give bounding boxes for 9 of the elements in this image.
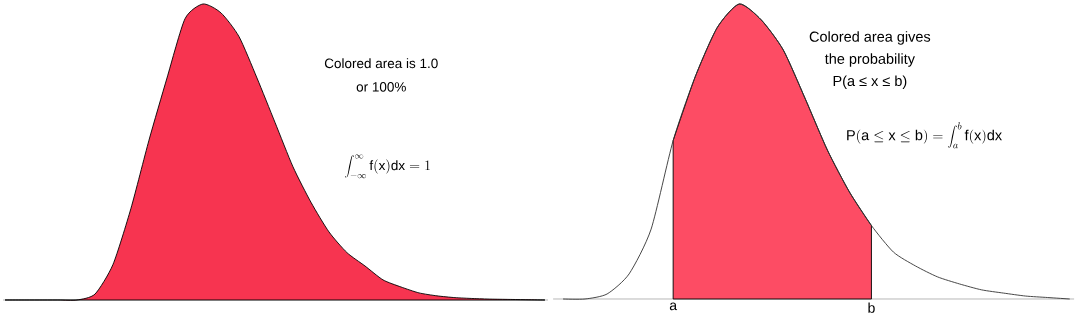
- annotation: Colored area gives: [809, 31, 931, 45]
- annotation: $\int_{-\infty}^{\infty}\mathrm{f(x)dx} = 1$: [345, 154, 430, 179]
- annotation: the probability: [824, 53, 915, 67]
- annotation: $\mathrm{P(a \le x \le b)} = \int_{a}^{b}\mathrm{f(x)dx}$: [847, 122, 1002, 149]
- annotation: P(a ≤ x ≤ b): [833, 75, 907, 89]
- x-tick-label: a: [669, 302, 678, 311]
- annotation: Colored area is 1.0: [324, 58, 438, 69]
- annotation: or 100%: [356, 82, 406, 92]
- x-tick-label: b: [868, 302, 875, 313]
